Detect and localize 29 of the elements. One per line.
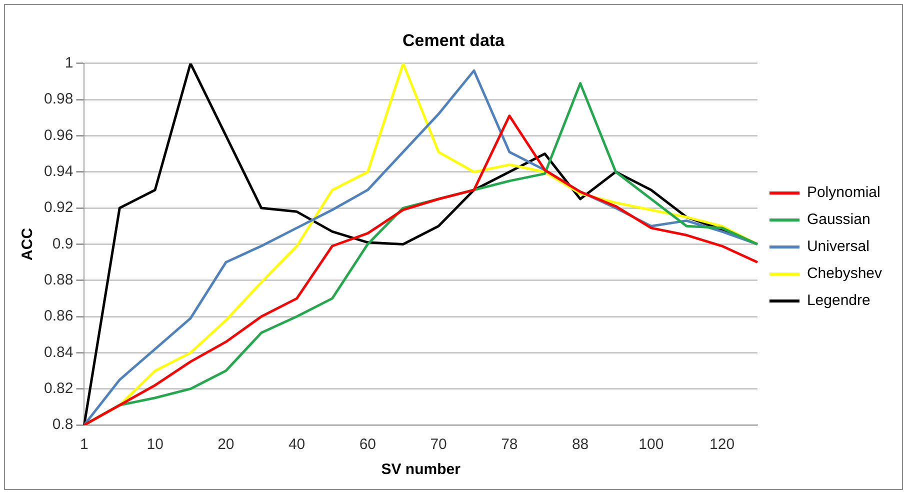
y-tick-label: 1 <box>64 54 74 72</box>
x-tick-label: 78 <box>501 436 518 454</box>
y-tick-label: 0.94 <box>44 163 74 180</box>
y-tick-label: 0.98 <box>44 90 74 108</box>
y-tick-label: 0.82 <box>44 380 74 397</box>
x-tick-label: 88 <box>572 436 589 454</box>
x-tick-label: 100 <box>638 436 664 454</box>
x-tick-label: 20 <box>218 436 234 454</box>
y-axis-title: ACC <box>19 228 36 260</box>
y-tick-label: 0.92 <box>44 199 74 216</box>
y-tick-label: 0.88 <box>44 272 74 288</box>
x-tick-label: 70 <box>430 436 447 454</box>
legend-label: Polynomial <box>806 184 880 202</box>
x-tick-label: 120 <box>710 436 735 454</box>
x-axis-title: SV number <box>381 461 461 478</box>
y-tick-label: 0.84 <box>44 344 74 361</box>
y-tick-label: 0.96 <box>44 126 74 144</box>
x-tick-label: 40 <box>288 436 306 454</box>
x-tick-label: 10 <box>146 436 164 454</box>
legend-label: Chebyshev <box>806 265 882 282</box>
y-tick-label: 0.9 <box>52 235 74 252</box>
legend-label: Gaussian <box>806 211 870 228</box>
y-tick-label: 0.86 <box>44 308 74 325</box>
chart-title: Cement data <box>402 30 506 50</box>
x-tick-label: 60 <box>359 436 376 454</box>
legend-label: Legendre <box>806 292 870 310</box>
x-tick-label: 1 <box>80 436 88 454</box>
y-tick-label: 0.8 <box>52 416 74 434</box>
legend-label: Universal <box>806 238 870 256</box>
